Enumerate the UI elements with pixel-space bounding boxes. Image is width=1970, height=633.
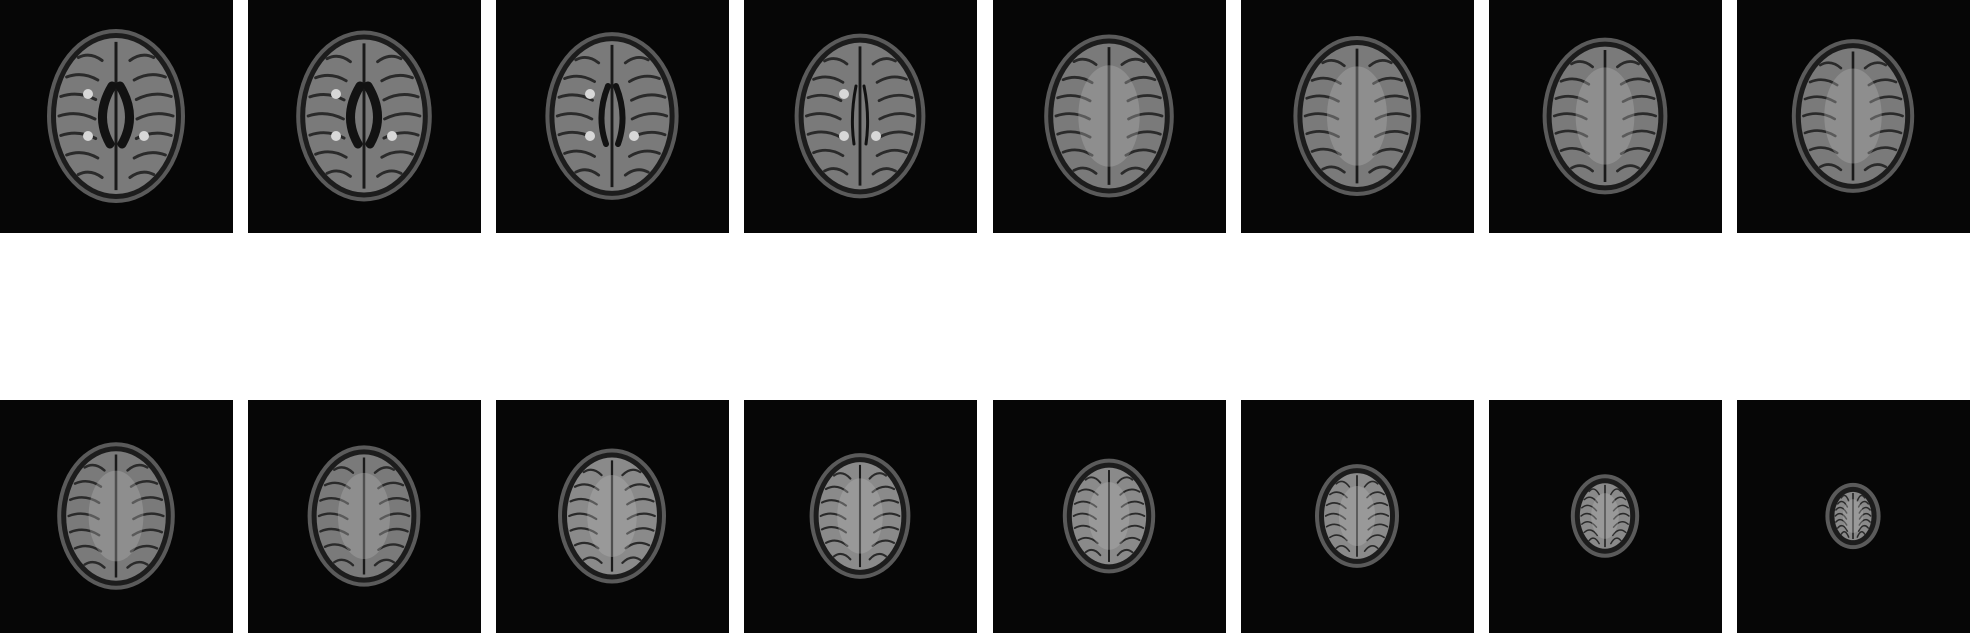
mri-slice-8 (1737, 0, 1970, 233)
mri-slice-12 (744, 400, 977, 633)
white-matter-signal (837, 478, 883, 553)
hyperintense-lesion (585, 131, 595, 141)
brain-slice-graphic (1489, 0, 1722, 233)
brain-slice-graphic (496, 400, 729, 633)
mri-slice-13 (993, 400, 1226, 633)
brain-slice-graphic (248, 0, 481, 233)
white-matter-signal (1339, 486, 1375, 546)
white-matter-signal (1824, 68, 1881, 163)
white-matter-signal (1591, 493, 1619, 539)
mri-slice-2 (248, 0, 481, 233)
bottom-row-slices (0, 400, 1970, 633)
brain-slice-graphic (496, 0, 729, 233)
white-matter-signal (338, 473, 390, 559)
mri-slice-10 (248, 400, 481, 633)
mri-slice-6 (1241, 0, 1474, 233)
hyperintense-lesion (139, 131, 149, 141)
brain-slice-graphic (993, 0, 1226, 233)
hyperintense-lesion (839, 89, 849, 99)
mri-slice-11 (496, 400, 729, 633)
brain-slice-graphic (744, 400, 977, 633)
brain-slice-graphic (993, 400, 1226, 633)
hyperintense-lesion (387, 131, 397, 141)
brain-slice-graphic (1737, 0, 1970, 233)
hyperintense-lesion (331, 131, 341, 141)
brain-slice-graphic (744, 0, 977, 233)
white-matter-signal (89, 471, 144, 562)
top-row-slices (0, 0, 1970, 233)
brain-slice-graphic (0, 400, 233, 633)
brain-slice-graphic (248, 400, 481, 633)
mri-slice-14 (1241, 400, 1474, 633)
mri-slice-16 (1737, 400, 1970, 633)
mri-slice-7 (1489, 0, 1722, 233)
hyperintense-lesion (83, 89, 93, 99)
mri-slice-9 (0, 400, 233, 633)
white-matter-signal (1576, 67, 1635, 164)
hyperintense-lesion (83, 131, 93, 141)
hyperintense-lesion (839, 131, 849, 141)
white-matter-signal (1843, 499, 1863, 533)
mri-slice-3 (496, 0, 729, 233)
brain-slice-graphic (1241, 0, 1474, 233)
white-matter-signal (1327, 66, 1387, 165)
white-matter-signal (587, 475, 637, 557)
mri-slice-5 (993, 0, 1226, 233)
mri-slice-1 (0, 0, 233, 233)
hyperintense-lesion (585, 89, 595, 99)
white-matter-signal (1089, 482, 1130, 550)
hyperintense-lesion (629, 131, 639, 141)
mri-slice-4 (744, 0, 977, 233)
brain-slice-graphic (0, 0, 233, 233)
brain-slice-graphic (1737, 400, 1970, 633)
brain-slice-graphic (1489, 400, 1722, 633)
white-matter-signal (1078, 65, 1139, 167)
hyperintense-lesion (331, 89, 341, 99)
mri-slice-15 (1489, 400, 1722, 633)
brain-slice-graphic (1241, 400, 1474, 633)
hyperintense-lesion (871, 131, 881, 141)
